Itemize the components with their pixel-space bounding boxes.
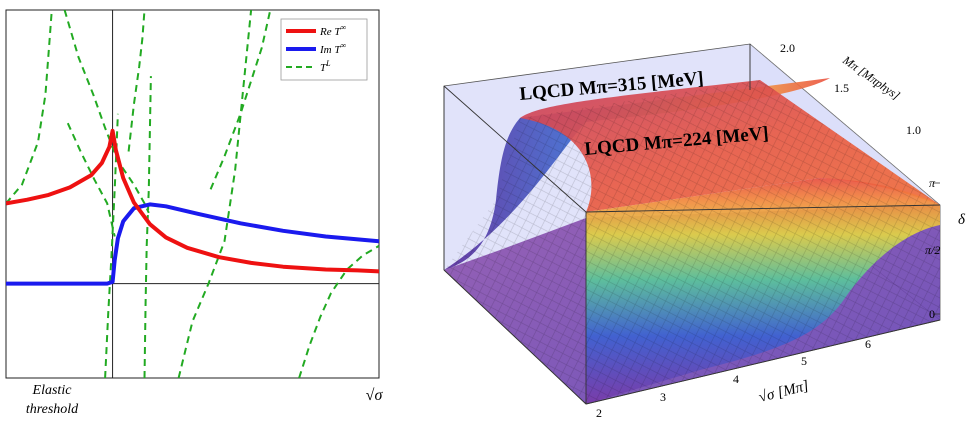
x-tick-5: 5 <box>801 354 807 368</box>
x-label-threshold: threshold <box>26 402 79 417</box>
z-tick-0: 0 <box>929 307 935 321</box>
z-tick-pi-half: π/2 <box>925 243 940 257</box>
series-tl-branch-2 <box>143 76 152 378</box>
series-tl-branch-7 <box>298 245 379 378</box>
series-tl-branch-1 <box>104 113 119 378</box>
x-tick-6: 6 <box>865 337 871 351</box>
y-tick-1-5: 1.5 <box>834 81 849 95</box>
series-tl-branch-3 <box>63 10 150 214</box>
z-tick-pi: π <box>929 176 936 190</box>
x-label-elastic: Elastic <box>32 383 73 398</box>
series-re-t-inf <box>6 128 379 274</box>
legend-label-tl: TL <box>320 59 331 74</box>
legend-label-im: Im T∞ <box>319 41 346 56</box>
left-line-chart: Re T∞ Im T∞ TL Elastic threshold √σ <box>5 9 384 417</box>
y-axis-label: Mπ [Mπphys] <box>839 52 902 102</box>
y-tick-1-0: 1.0 <box>906 123 921 137</box>
y-tick-2-0: 2.0 <box>780 41 795 55</box>
x-label-sqrt-sigma: √σ <box>366 387 384 404</box>
left-series-group <box>6 10 379 378</box>
series-im-t-inf <box>6 202 379 286</box>
box-edges <box>443 44 941 405</box>
z-axis-label: δ <box>958 212 966 228</box>
left-plot-frame <box>5 9 380 379</box>
series-tl-branch-8 <box>127 10 146 152</box>
x-tick-4: 4 <box>733 372 739 386</box>
x-tick-3: 3 <box>660 390 666 404</box>
series-tl-branch-5 <box>177 10 253 378</box>
x-tick-2: 2 <box>596 406 602 420</box>
legend: Re T∞ Im T∞ TL <box>280 18 368 81</box>
legend-label-re: Re T∞ <box>319 23 346 38</box>
x-axis-label: √σ [Mπ] <box>757 378 811 406</box>
series-tl-branch-4 <box>66 122 116 237</box>
z-axis-ticks <box>934 182 940 315</box>
